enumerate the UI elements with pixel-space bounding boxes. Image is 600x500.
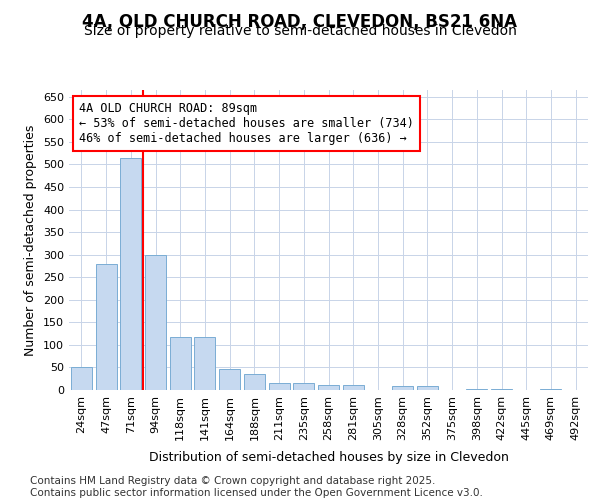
Bar <box>293 383 314 390</box>
Bar <box>71 366 92 390</box>
Bar <box>466 388 487 390</box>
Bar <box>491 389 512 390</box>
Bar <box>170 337 191 390</box>
Bar <box>145 254 166 390</box>
Bar <box>269 383 290 390</box>
Text: Size of property relative to semi-detached houses in Clevedon: Size of property relative to semi-detach… <box>83 24 517 38</box>
Y-axis label: Number of semi-detached properties: Number of semi-detached properties <box>25 124 37 356</box>
Bar <box>219 369 240 390</box>
Bar <box>392 386 413 390</box>
Text: Contains HM Land Registry data © Crown copyright and database right 2025.
Contai: Contains HM Land Registry data © Crown c… <box>30 476 483 498</box>
Bar <box>541 389 562 390</box>
Bar <box>120 158 141 390</box>
Bar <box>194 337 215 390</box>
Bar <box>95 264 116 390</box>
Text: 4A, OLD CHURCH ROAD, CLEVEDON, BS21 6NA: 4A, OLD CHURCH ROAD, CLEVEDON, BS21 6NA <box>83 12 517 30</box>
X-axis label: Distribution of semi-detached houses by size in Clevedon: Distribution of semi-detached houses by … <box>149 451 508 464</box>
Bar <box>244 374 265 390</box>
Bar <box>417 386 438 390</box>
Text: 4A OLD CHURCH ROAD: 89sqm
← 53% of semi-detached houses are smaller (734)
46% of: 4A OLD CHURCH ROAD: 89sqm ← 53% of semi-… <box>79 102 414 145</box>
Bar <box>343 384 364 390</box>
Bar <box>318 384 339 390</box>
